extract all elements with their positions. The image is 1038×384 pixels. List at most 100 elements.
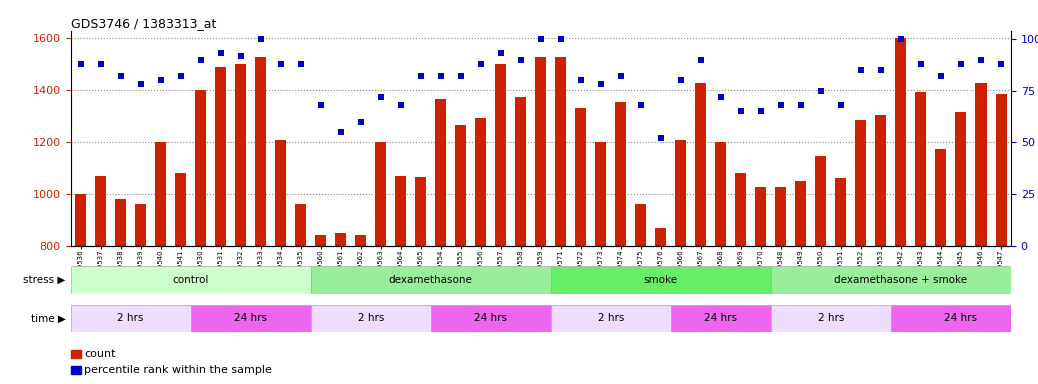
Point <box>233 53 249 59</box>
Bar <box>295 204 306 246</box>
Point <box>192 56 209 63</box>
Bar <box>676 139 686 246</box>
Bar <box>191 305 310 332</box>
Bar <box>495 65 507 246</box>
Bar <box>435 99 446 246</box>
Point <box>312 102 329 108</box>
Bar <box>255 56 266 246</box>
Bar <box>310 305 431 332</box>
Point <box>412 73 429 79</box>
Point <box>392 102 409 108</box>
Bar <box>71 305 191 332</box>
Point <box>893 36 909 42</box>
Bar <box>236 65 246 246</box>
Text: control: control <box>172 275 209 285</box>
Text: time ▶: time ▶ <box>30 313 65 323</box>
Bar <box>836 179 846 246</box>
Point <box>673 77 689 83</box>
Bar <box>956 113 966 246</box>
Bar <box>695 83 707 246</box>
Bar <box>616 102 626 246</box>
Bar <box>175 173 186 246</box>
Bar <box>596 142 606 246</box>
Point <box>653 135 670 141</box>
Point <box>472 61 489 67</box>
Text: count: count <box>84 349 115 359</box>
Bar <box>475 118 486 246</box>
Text: smoke: smoke <box>644 275 678 285</box>
Bar <box>635 204 647 246</box>
Bar <box>515 97 526 246</box>
Point <box>73 61 89 67</box>
Point <box>852 67 869 73</box>
Bar <box>195 90 207 246</box>
Point <box>873 67 890 73</box>
Point <box>513 56 529 63</box>
Point <box>552 36 569 42</box>
Bar <box>310 266 551 294</box>
Text: 24 hrs: 24 hrs <box>705 313 737 323</box>
Point <box>293 61 309 67</box>
Bar <box>335 233 347 246</box>
Bar <box>456 125 466 246</box>
Bar <box>855 120 867 246</box>
Bar <box>395 176 406 246</box>
Point <box>252 36 269 42</box>
Point <box>612 73 629 79</box>
Point <box>933 73 950 79</box>
Point <box>132 81 148 88</box>
Point <box>593 81 609 88</box>
Point <box>112 73 129 79</box>
Bar <box>735 173 746 246</box>
Point <box>793 102 810 108</box>
Point <box>353 119 370 125</box>
Bar <box>135 204 146 246</box>
Bar <box>115 199 126 246</box>
Bar <box>896 38 906 246</box>
Bar <box>375 142 386 246</box>
Text: 2 hrs: 2 hrs <box>818 313 844 323</box>
Text: dexamethasone + smoke: dexamethasone + smoke <box>835 275 967 285</box>
Bar <box>75 194 86 246</box>
Point <box>92 61 109 67</box>
Point <box>153 77 169 83</box>
Point <box>532 36 549 42</box>
Point <box>973 56 989 63</box>
Bar <box>715 142 727 246</box>
Bar <box>935 149 947 246</box>
Point <box>172 73 189 79</box>
Bar <box>916 92 927 246</box>
Point <box>832 102 849 108</box>
Point <box>492 50 509 56</box>
Bar <box>775 187 787 246</box>
Bar <box>816 156 826 246</box>
Point <box>712 94 729 100</box>
Point <box>632 102 649 108</box>
Point <box>912 61 929 67</box>
Text: 2 hrs: 2 hrs <box>598 313 624 323</box>
Bar <box>95 176 106 246</box>
Bar <box>355 235 366 246</box>
Bar <box>215 67 226 246</box>
Point <box>753 108 769 114</box>
Bar <box>536 56 546 246</box>
Point <box>772 102 789 108</box>
Text: percentile rank within the sample: percentile rank within the sample <box>84 365 272 375</box>
Bar <box>551 266 771 294</box>
Text: GDS3746 / 1383313_at: GDS3746 / 1383313_at <box>71 17 216 30</box>
Bar <box>275 139 286 246</box>
Point <box>692 56 709 63</box>
Bar <box>795 181 807 246</box>
Bar <box>575 108 586 246</box>
Bar <box>316 235 326 246</box>
Bar <box>756 187 766 246</box>
Bar <box>995 94 1007 246</box>
Point <box>453 73 469 79</box>
Bar <box>771 305 891 332</box>
Point <box>272 61 289 67</box>
Bar <box>555 56 567 246</box>
Bar <box>551 305 671 332</box>
Bar <box>671 305 771 332</box>
Point <box>573 77 590 83</box>
Bar <box>891 305 1031 332</box>
